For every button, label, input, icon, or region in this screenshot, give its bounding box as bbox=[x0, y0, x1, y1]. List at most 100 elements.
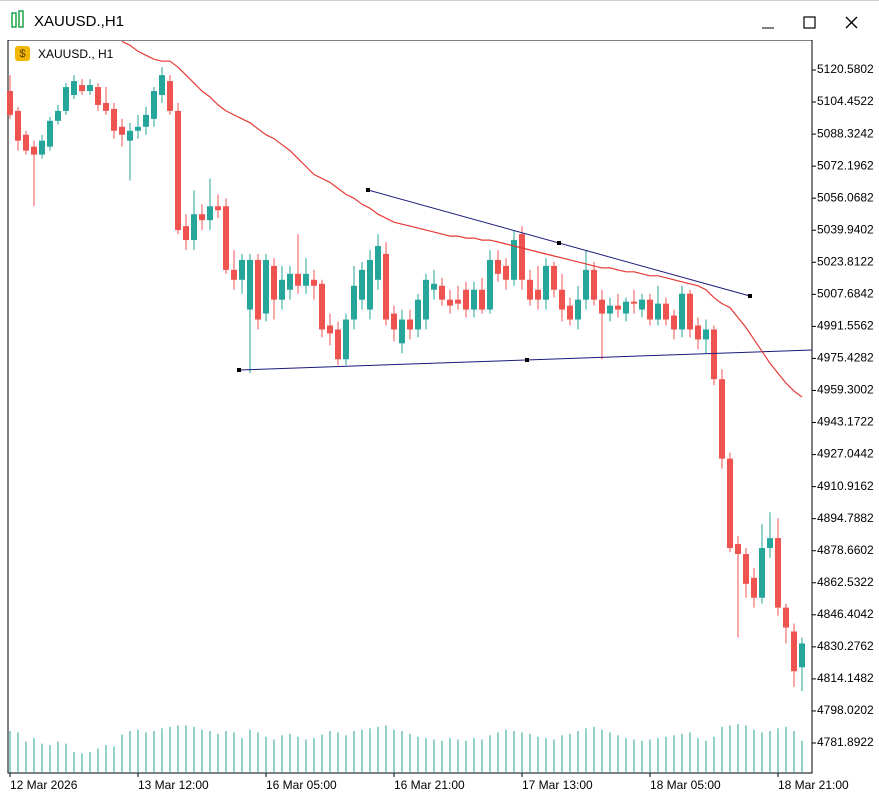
y-tick-label: 5120.5802 bbox=[817, 62, 874, 76]
x-tick-label: 18 Mar 21:00 bbox=[778, 778, 849, 792]
candle-body bbox=[383, 253, 389, 320]
candle-body bbox=[311, 279, 317, 286]
candle-body bbox=[439, 285, 445, 300]
candle-body bbox=[399, 319, 405, 344]
candle-body bbox=[743, 554, 749, 584]
candle-body bbox=[535, 289, 541, 300]
candle-body bbox=[719, 379, 725, 459]
plot-frame bbox=[7, 40, 813, 774]
y-tick-label: 5039.9402 bbox=[817, 222, 874, 236]
candle-body bbox=[727, 458, 733, 549]
candle-body bbox=[95, 87, 101, 105]
candle-body bbox=[687, 293, 693, 330]
candle-body bbox=[359, 269, 365, 300]
candle-body bbox=[631, 301, 637, 304]
candle-body bbox=[551, 265, 557, 290]
candle-body bbox=[167, 81, 173, 111]
candle-body bbox=[159, 75, 165, 96]
candle-body bbox=[279, 279, 285, 300]
y-tick-label: 4927.0442 bbox=[817, 447, 874, 461]
close-button[interactable] bbox=[845, 16, 858, 29]
candle-body bbox=[503, 265, 509, 280]
candle-body bbox=[711, 329, 717, 380]
y-tick-label: 4781.8922 bbox=[817, 735, 874, 749]
x-tick-label: 16 Mar 21:00 bbox=[394, 778, 465, 792]
candle-body bbox=[407, 319, 413, 330]
candle-body bbox=[607, 305, 613, 314]
candle-body bbox=[367, 259, 373, 310]
candle-body bbox=[247, 259, 253, 310]
candle-body bbox=[423, 279, 429, 320]
candle-body bbox=[255, 259, 261, 320]
candle-body bbox=[639, 299, 645, 310]
y-tick-label: 4910.9162 bbox=[817, 479, 874, 493]
x-tick-label: 12 Mar 2026 bbox=[10, 778, 78, 792]
candle-body bbox=[127, 130, 133, 141]
candle-body bbox=[799, 643, 805, 668]
candle-body bbox=[31, 146, 37, 155]
candle-body bbox=[447, 299, 453, 306]
x-tick-label: 17 Mar 13:00 bbox=[522, 778, 593, 792]
candle-body bbox=[143, 114, 149, 127]
app-icon bbox=[11, 10, 24, 28]
maximize-button[interactable] bbox=[803, 16, 816, 29]
candle-body bbox=[759, 548, 765, 598]
candle-body bbox=[215, 206, 221, 211]
candle-body bbox=[519, 234, 525, 280]
y-tick-label: 4798.0202 bbox=[817, 703, 874, 717]
candle-body bbox=[671, 315, 677, 330]
title-icons bbox=[11, 10, 858, 29]
x-tick-label: 18 Mar 05:00 bbox=[650, 778, 721, 792]
candle-body bbox=[175, 110, 181, 231]
candle-body bbox=[543, 265, 549, 300]
candle-body bbox=[375, 246, 381, 280]
y-tick-label: 4846.4042 bbox=[817, 607, 874, 621]
candle-body bbox=[703, 329, 709, 340]
candle-body bbox=[87, 85, 93, 92]
candle-body bbox=[695, 325, 701, 340]
y-tick-label: 5104.4522 bbox=[817, 94, 874, 108]
candle-body bbox=[207, 206, 213, 221]
y-tick-label: 4878.6602 bbox=[817, 543, 874, 557]
candle-body bbox=[599, 299, 605, 314]
candle-body bbox=[263, 259, 269, 314]
candle-body bbox=[119, 126, 125, 135]
candle-body bbox=[527, 279, 533, 300]
candle-body bbox=[55, 110, 61, 121]
candle-body bbox=[567, 305, 573, 320]
candle-body bbox=[791, 631, 797, 672]
y-tick-label: 5023.8122 bbox=[817, 254, 874, 268]
candle-body bbox=[151, 91, 157, 119]
candle-body bbox=[39, 140, 45, 155]
candle-body bbox=[655, 303, 661, 320]
candle-body bbox=[79, 85, 85, 92]
candle-body bbox=[183, 226, 189, 241]
candle-body bbox=[479, 289, 485, 310]
candle-body bbox=[7, 91, 13, 115]
candle-body bbox=[199, 214, 205, 221]
chart-title: XAUUSD., H1 bbox=[38, 47, 114, 61]
y-tick-label: 4830.2762 bbox=[817, 639, 874, 653]
candle-body bbox=[783, 607, 789, 628]
candle-body bbox=[431, 283, 437, 290]
candle-body bbox=[287, 273, 293, 290]
candle-body bbox=[575, 299, 581, 320]
candle-body bbox=[591, 269, 597, 300]
candle-body bbox=[751, 577, 757, 598]
symbol-badge: $ bbox=[15, 46, 30, 61]
y-tick-label: 4991.5562 bbox=[817, 319, 874, 333]
chart: $ XAUUSD., H1 5120.5802 5104.4522 5088.324… bbox=[7, 40, 874, 792]
candle-body bbox=[343, 319, 349, 360]
title-bar: XAUUSD.,H1 bbox=[0, 0, 879, 41]
x-tick-label: 16 Mar 05:00 bbox=[266, 778, 337, 792]
svg-text:$: $ bbox=[19, 48, 25, 60]
candle-body bbox=[239, 259, 245, 280]
window-title: XAUUSD.,H1 bbox=[34, 13, 125, 30]
candle-body bbox=[735, 544, 741, 555]
candle-body bbox=[63, 87, 69, 111]
y-tick-label: 4975.4282 bbox=[817, 351, 874, 365]
candle-body bbox=[47, 120, 53, 147]
candle-body bbox=[295, 273, 301, 286]
candle-body bbox=[303, 273, 309, 286]
candle-body bbox=[679, 293, 685, 330]
